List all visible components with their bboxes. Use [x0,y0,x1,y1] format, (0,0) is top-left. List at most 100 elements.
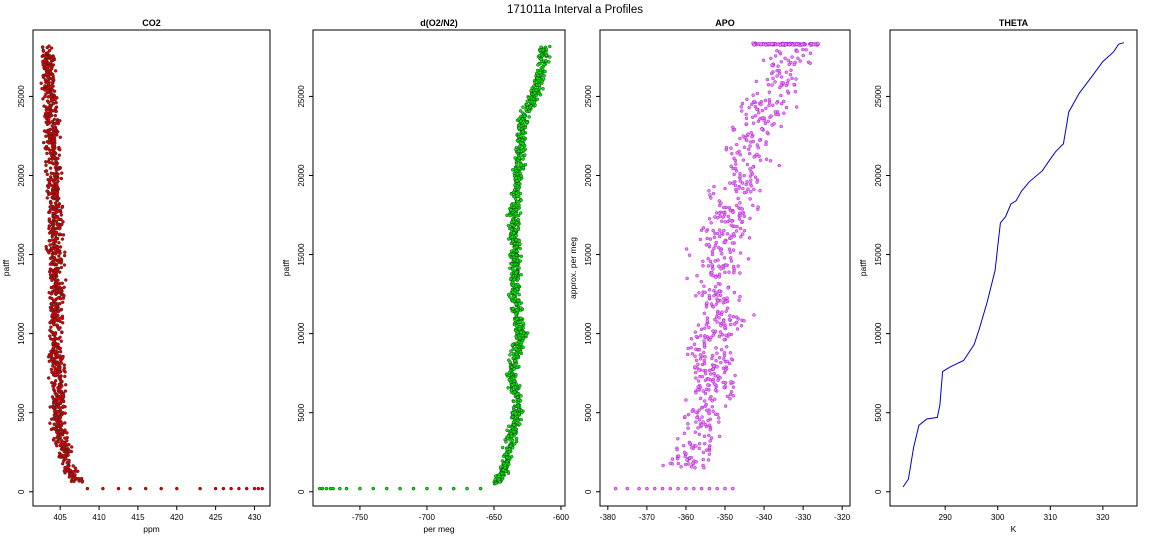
data-point [53,201,58,205]
data-point [56,172,60,176]
data-point [712,184,716,189]
data-point [58,335,62,339]
data-point [519,340,524,345]
data-point [56,165,61,170]
data-point [513,183,517,187]
data-point [51,310,55,315]
data-point [538,70,542,75]
data-point [712,371,716,376]
data-point [543,69,547,74]
data-point [61,233,66,237]
data-point [517,166,521,171]
data-point [698,396,703,401]
data-point [696,385,700,389]
data-point [698,357,703,361]
data-point [719,248,723,253]
data-point [738,271,742,275]
data-point [713,215,717,219]
data-point [54,392,59,396]
x-tick-label: 320 [1096,513,1110,522]
data-point [715,365,719,369]
data-point [779,93,783,98]
data-point [513,390,517,394]
data-point [67,442,71,447]
data-point [703,326,707,330]
y-tick-label: 15000 [17,243,26,266]
data-point [782,99,786,104]
data-point [58,245,63,249]
data-point [523,125,527,130]
data-point [61,220,65,224]
y-tick-label: 10000 [874,322,883,345]
data-point [731,385,736,389]
data-point [717,420,721,424]
data-point [54,159,58,164]
data-point [692,342,697,346]
data-point [54,379,58,383]
data-point [789,68,793,73]
panel-2: d(O2/N2) -750 -700 -650 -600 0 5000 10000 15000 2… [281,18,570,534]
data-point [732,231,736,236]
data-point [51,384,55,388]
data-point [811,42,816,47]
data-point [710,249,715,254]
data-point [795,105,799,109]
data-point [713,382,717,386]
data-point [715,320,719,324]
x-tick-label: -350 [717,513,734,522]
data-point [706,418,710,423]
data-point [517,156,521,160]
data-point [801,47,805,52]
data-point [517,123,522,128]
data-point [717,264,721,268]
data-point [510,227,514,232]
data-point [510,415,515,419]
data-point [54,362,59,367]
data-point [740,181,745,185]
data-point [46,177,50,182]
isolated-point [143,486,148,491]
data-point [509,365,514,369]
isolated-point [451,486,456,491]
data-point [51,211,55,216]
data-point [517,132,521,137]
data-point [776,112,781,117]
isolated-point [684,486,688,491]
data-point [747,236,752,240]
data-point [48,405,52,409]
data-point [706,377,711,381]
isolated-point [198,486,202,491]
data-point [704,229,709,233]
data-point [745,162,750,167]
data-point [796,56,800,60]
data-point [710,356,714,361]
data-point [732,224,737,229]
data-point [54,291,59,296]
data-point [701,457,705,462]
data-point [715,311,720,316]
data-point [517,407,521,412]
data-point [694,294,698,298]
plot-frame [32,29,271,507]
data-point [717,199,721,203]
data-point [510,298,515,303]
data-point [500,459,505,463]
data-point [742,228,747,233]
data-point [729,146,733,150]
data-point [493,474,498,478]
data-point [507,447,512,451]
data-point [709,221,713,225]
data-point [750,172,755,176]
data-point [717,316,721,320]
y-tick-label: 15000 [874,243,883,266]
data-point [716,293,720,297]
data-point [55,96,59,100]
data-point [47,84,51,89]
isolated-point [637,486,641,491]
data-point [746,187,750,191]
data-point [725,232,730,236]
y-tick-label: 10000 [584,322,593,345]
data-point [728,392,733,397]
isolated-point [438,486,443,491]
data-point [53,400,57,405]
